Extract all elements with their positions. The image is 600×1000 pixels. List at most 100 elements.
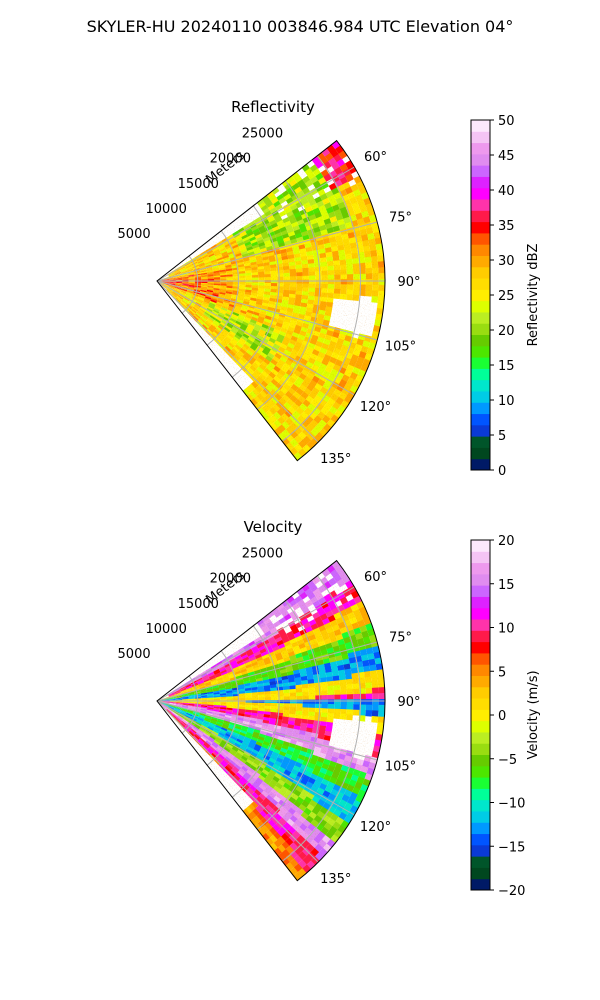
azimuth-gridline — [156, 700, 319, 863]
azimuth-gridline — [156, 280, 355, 396]
colorbar-swatch — [471, 844, 490, 857]
colorbar-swatch — [471, 754, 490, 767]
colorbar: −20 −15 −10 −5 0 5 10 15 20 Velocity (m/s) — [470, 534, 541, 899]
colorbar-tick-label: 0 — [498, 709, 506, 724]
colorbar-swatch — [471, 368, 490, 381]
azimuth-tick-label: 120° — [360, 820, 391, 835]
figure-title: SKYLER-HU 20240110 003846.984 UTC Elevat… — [87, 17, 514, 36]
colorbar-swatch — [471, 810, 490, 823]
colorbar-swatch — [471, 266, 490, 279]
colorbar-swatch — [471, 199, 490, 211]
colorbar-tick-label: 10 — [498, 622, 515, 637]
colorbar-swatch — [471, 323, 490, 336]
radial-tick-label: 25000 — [242, 127, 283, 142]
colorbar-swatch — [471, 232, 490, 245]
colorbar-swatch — [471, 664, 490, 676]
azimuth-tick-label: 120° — [360, 400, 391, 415]
radial-tick-label: 20000 — [210, 572, 251, 587]
colorbar-swatch — [471, 165, 490, 177]
colorbar-swatch — [471, 709, 490, 722]
colorbar-swatch — [471, 777, 490, 789]
colorbar-tick-label: 35 — [498, 219, 515, 234]
colorbar-swatch — [471, 244, 490, 256]
colorbar-swatch — [471, 458, 490, 471]
colorbar-label: Velocity (m/s) — [526, 670, 541, 759]
azimuth-gridline — [156, 280, 319, 443]
azimuth-gridline — [156, 700, 355, 816]
colorbar-tick-label: 40 — [498, 184, 515, 199]
colorbar-tick-label: 15 — [498, 578, 515, 593]
colorbar-swatch — [471, 856, 490, 868]
colorbar-swatch — [471, 652, 490, 665]
colorbar-swatch — [471, 153, 490, 166]
radial-tick-label: 5000 — [118, 647, 151, 662]
colorbar-swatch — [471, 413, 490, 426]
azimuth-tick-label: 90° — [397, 695, 420, 710]
colorbar-label: Reflectivity dBZ — [526, 244, 541, 347]
colorbar-swatch — [471, 540, 490, 552]
colorbar-tick-label: 5 — [498, 665, 506, 680]
range-ring — [181, 255, 199, 314]
colorbar-swatch — [471, 765, 490, 778]
colorbar-swatch — [471, 596, 490, 609]
speckle-overlay — [157, 140, 385, 461]
colorbar-swatch — [471, 619, 490, 631]
azimuth-gridline — [156, 700, 378, 761]
radial-tick-label: 10000 — [145, 202, 186, 217]
reflectivity-panel: Reflectivity60°75°90°105°120°135°5000100… — [118, 98, 541, 479]
colorbar-swatch — [471, 300, 490, 313]
panel-title: Reflectivity — [231, 98, 315, 116]
radial-tick-label: 15000 — [178, 177, 219, 192]
colorbar-swatch — [471, 799, 490, 812]
colorbar-swatch — [471, 822, 490, 835]
colorbar-swatch — [471, 573, 490, 586]
colorbar-swatch — [471, 311, 490, 324]
azimuth-gridline — [156, 166, 355, 282]
colorbar-swatch — [471, 424, 490, 437]
colorbar-swatch — [471, 345, 490, 358]
radial-tick-label: 10000 — [145, 622, 186, 637]
speckle-overlay — [157, 560, 385, 881]
range-ring — [231, 205, 280, 378]
azimuth-tick-label: 90° — [397, 275, 420, 290]
colorbar-swatch — [471, 334, 490, 347]
range-ring — [231, 625, 280, 798]
colorbar-swatch — [471, 562, 490, 575]
polar-grid — [156, 155, 385, 443]
radial-tick-label: 5000 — [118, 227, 151, 242]
azimuth-tick-label: 75° — [389, 210, 412, 225]
range-ring — [181, 675, 199, 734]
azimuth-gridline — [156, 280, 378, 341]
colorbar-swatch — [471, 278, 490, 290]
colorbar-tick-label: 20 — [498, 324, 515, 339]
colorbar-swatch — [471, 731, 490, 744]
colorbar-swatch — [471, 585, 490, 597]
colorbar-swatch — [471, 210, 490, 223]
azimuth-gridline — [156, 586, 355, 702]
sector-frame — [156, 139, 386, 462]
radial-tick-label: 15000 — [178, 597, 219, 612]
azimuth-tick-label: 135° — [320, 452, 351, 467]
colorbar-swatch — [471, 255, 490, 268]
colorbar-swatch — [471, 675, 490, 688]
colorbar-swatch — [471, 788, 490, 801]
colorbar-swatch — [471, 878, 490, 891]
azimuth-gridline — [156, 221, 378, 282]
colorbar-swatch — [471, 131, 490, 144]
colorbar-swatch — [471, 289, 490, 302]
colorbar-swatch — [471, 720, 490, 733]
colorbar-swatch — [471, 833, 490, 846]
radial-tick-label: 25000 — [242, 547, 283, 562]
range-ring — [282, 575, 362, 862]
colorbar-swatch — [471, 379, 490, 392]
colorbar-swatch — [471, 402, 490, 415]
colorbar-tick-label: 50 — [498, 114, 515, 129]
colorbar-swatch — [471, 187, 490, 200]
panel-title: Velocity — [244, 518, 303, 536]
colorbar-swatch — [471, 743, 490, 756]
colorbar-tick-label: −10 — [498, 797, 525, 812]
range-ring — [256, 180, 321, 410]
colorbar: 0 5 10 15 20 25 30 35 40 45 50 Reflectivity dBZ — [470, 114, 541, 479]
range-ring — [256, 600, 321, 830]
